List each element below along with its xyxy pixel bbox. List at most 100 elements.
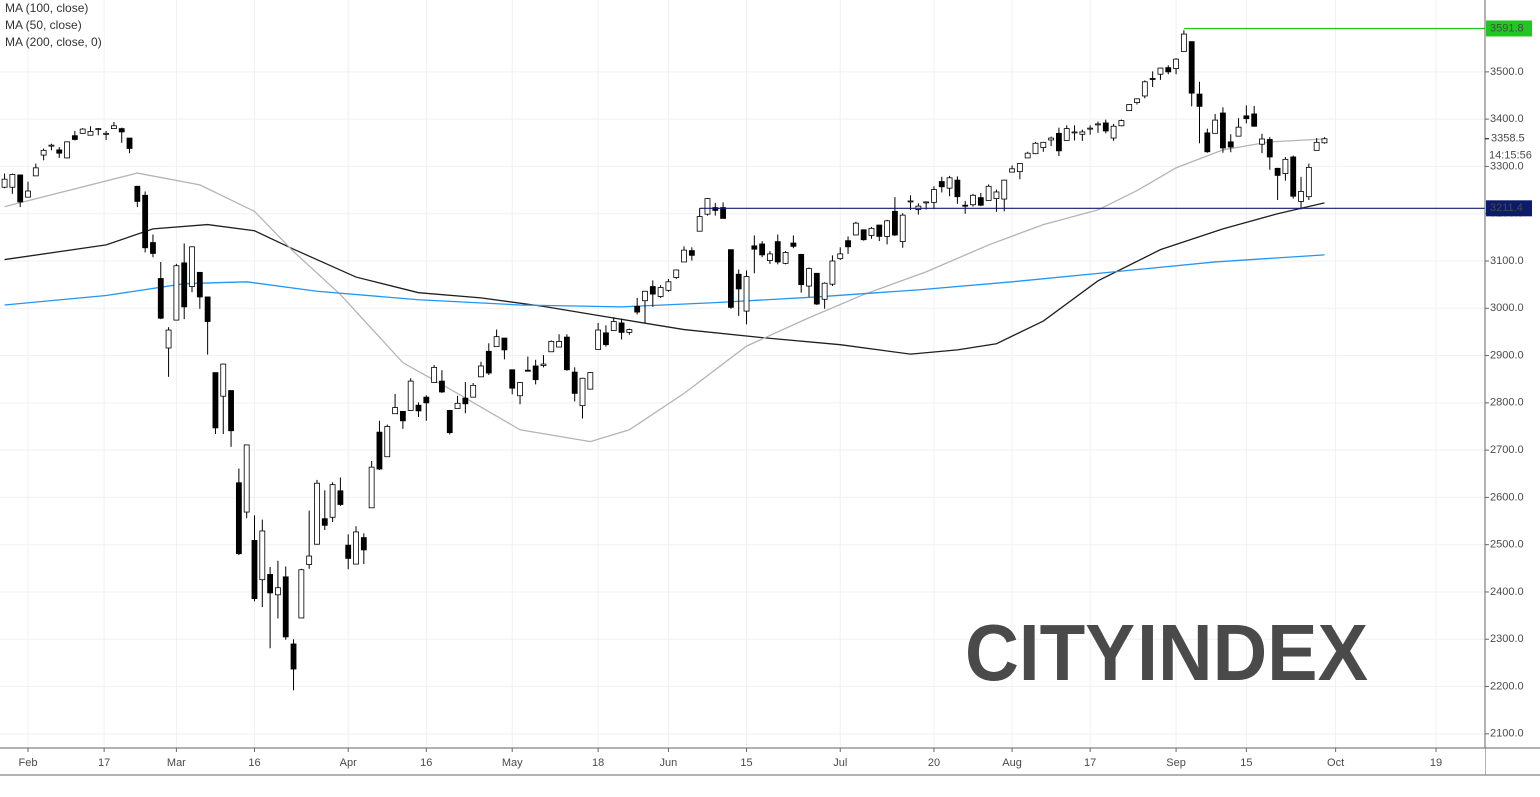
candle-body (821, 282, 828, 300)
candle-body (314, 482, 320, 545)
candle-body (478, 365, 484, 378)
candle-body (985, 185, 992, 201)
candle-body (1016, 163, 1023, 173)
candle-body (587, 372, 594, 390)
x-tick-label: Feb (19, 757, 38, 769)
candle-body (431, 366, 438, 383)
x-tick-label: Sep (1166, 757, 1186, 769)
last-price-box (1486, 130, 1540, 161)
candle-body (118, 128, 125, 133)
candle-body (157, 278, 164, 319)
candle-body (1298, 191, 1304, 202)
candle-body (56, 149, 63, 154)
candle-body (767, 253, 773, 261)
candle-body (384, 426, 391, 458)
x-tick-label: May (502, 757, 523, 769)
y-tick-label: 2500.0 (1490, 539, 1524, 551)
candle-body (1274, 167, 1281, 176)
candle-body (345, 544, 352, 559)
candle-body (446, 410, 453, 434)
candle-body (462, 397, 469, 405)
candle-body (977, 197, 984, 206)
candle-body (603, 332, 609, 346)
candle-body (1032, 142, 1039, 155)
y-tick-label: 2400.0 (1490, 586, 1524, 598)
candle-body (1180, 33, 1187, 52)
level-label: 3211.4 (1490, 202, 1523, 214)
legend-entry: MA (50, close) (5, 18, 82, 32)
candle-body (1204, 132, 1211, 153)
candle-body (1118, 120, 1125, 127)
candle-body (899, 214, 906, 243)
candle-body (40, 149, 47, 156)
candle-body (399, 410, 406, 422)
y-tick-label: 2900.0 (1490, 349, 1524, 361)
y-tick-label: 2200.0 (1490, 680, 1524, 692)
candle-body (782, 252, 789, 264)
candle-body (1063, 128, 1070, 141)
y-tick-label: 2800.0 (1490, 397, 1524, 409)
candle-body (1009, 168, 1015, 173)
candle-body (806, 268, 812, 287)
candle-body (1282, 158, 1289, 174)
candle-body (563, 336, 570, 371)
candle-body (1173, 58, 1179, 69)
candle-body (1305, 166, 1312, 198)
axes: 2100.0 2200.0 2300.0 2400.0 2500.0 2600.0 2700… (19, 20, 1540, 769)
candle-body (626, 329, 633, 333)
candle-body (923, 201, 930, 204)
candle-body (1141, 81, 1148, 97)
y-tick-label: 3400.0 (1490, 113, 1524, 125)
candle-body (360, 537, 367, 551)
candle-body (126, 137, 133, 149)
x-tick-label: Apr (340, 757, 357, 769)
candle-body (642, 290, 648, 302)
y-tick-label: 3100.0 (1490, 255, 1524, 267)
candle-body (501, 337, 508, 351)
candle-body (150, 242, 156, 254)
price-axis (1485, 0, 1540, 775)
candle-body (25, 190, 31, 198)
candle-body (1266, 139, 1273, 158)
candle-body (868, 227, 875, 236)
candle-body (1243, 115, 1250, 120)
level-label-box (1486, 200, 1532, 217)
x-tick-label: 15 (1240, 757, 1252, 769)
candle-body (243, 444, 250, 513)
candle-body (1024, 152, 1031, 159)
candle-body (235, 482, 242, 555)
candle-body (813, 272, 820, 305)
candle-body (290, 643, 297, 670)
level-label-box (1486, 20, 1532, 37)
candle-body (548, 340, 555, 353)
candle-body (845, 240, 851, 248)
candle-body (48, 144, 55, 147)
candle-body (1313, 141, 1320, 151)
candle-body (470, 384, 477, 398)
candle-body (32, 167, 39, 177)
x-tick-label: Oct (1327, 757, 1344, 769)
y-tick-label: 3000.0 (1490, 302, 1524, 314)
candle-body (829, 260, 836, 285)
candle-body (673, 269, 680, 278)
candle-body (509, 369, 516, 389)
candle-body (493, 336, 500, 347)
candle-body (329, 484, 336, 518)
candle-body (189, 246, 195, 287)
candle-body (1079, 131, 1086, 135)
candle-body (993, 191, 1000, 199)
x-tick-label: 17 (98, 757, 110, 769)
candle-body (892, 210, 898, 236)
candle-body (532, 365, 539, 381)
candle-body (485, 350, 492, 374)
candles (1, 30, 1328, 691)
x-tick-label: Aug (1002, 757, 1022, 769)
candle-body (212, 372, 219, 429)
candle-body (251, 540, 258, 599)
candle-body (1087, 127, 1094, 130)
y-tick-label: 2100.0 (1490, 728, 1524, 740)
y-tick-label: 3500.0 (1490, 66, 1524, 78)
candle-body (962, 204, 969, 207)
candle-body (595, 329, 602, 350)
